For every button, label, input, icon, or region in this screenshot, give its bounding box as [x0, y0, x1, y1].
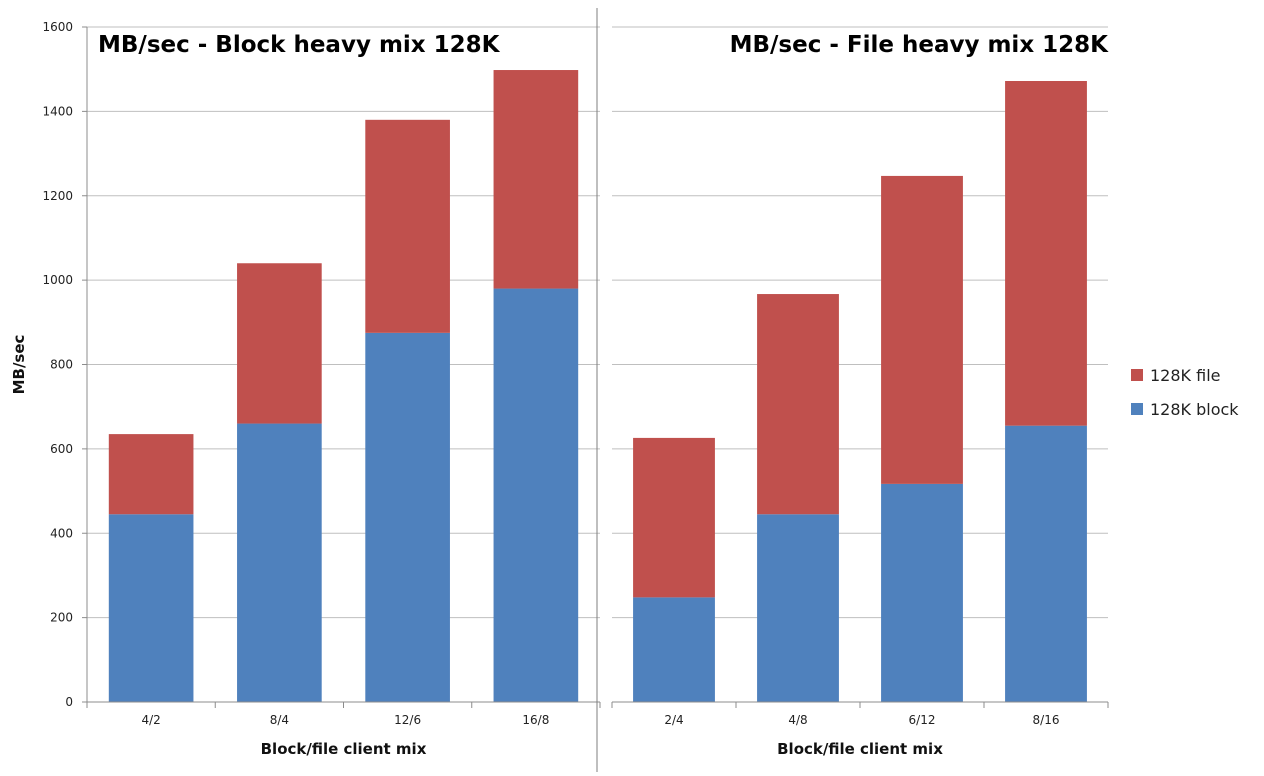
legend-swatch: [1131, 403, 1143, 415]
bar-128k-block-4-8: [757, 514, 839, 702]
bar-128k-block-8-16: [1005, 425, 1087, 702]
bar-128k-block-6-12: [881, 483, 963, 702]
chart-title: MB/sec - Block heavy mix 128K: [98, 32, 501, 58]
y-tick-label: 400: [50, 526, 73, 540]
bar-128k-file-8-16: [1005, 81, 1087, 426]
x-tick-label: 4/2: [141, 713, 160, 727]
x-tick-label: 8/16: [1033, 713, 1060, 727]
bar-128k-block-12-6: [365, 332, 450, 702]
bar-128k-file-4-2: [108, 434, 194, 515]
y-axis-label: MB/sec: [10, 335, 28, 395]
bar-128k-file-4-8: [757, 294, 839, 515]
y-tick-label: 0: [65, 695, 73, 709]
y-tick-label: 1400: [42, 104, 73, 118]
y-tick-label: 1200: [42, 189, 73, 203]
y-tick-label: 1600: [42, 20, 73, 34]
chart-panel-file-heavy: 2/4 4/8 6/12 8/16 MB/sec - File heavy mix 12…: [611, 26, 1110, 758]
x-axis-label: Block/file client mix: [261, 740, 427, 758]
legend-label: 128K block: [1150, 400, 1239, 419]
bar-128k-file-16-8: [493, 70, 579, 289]
y-tick-label: 200: [50, 611, 73, 625]
legend-label: 128K file: [1150, 366, 1220, 385]
legend: 128K file 128K block: [1131, 366, 1239, 419]
bar-128k-file-6-12: [881, 175, 963, 484]
x-tick-label: 12/6: [394, 713, 421, 727]
legend-swatch: [1131, 369, 1143, 381]
y-tick-label: 1000: [42, 273, 73, 287]
bar-128k-block-8-4: [237, 423, 322, 702]
bar-128k-file-2-4: [633, 437, 715, 598]
bar-128k-block-4-2: [108, 514, 194, 702]
bar-128k-block-16-8: [493, 288, 579, 702]
chart-title: MB/sec - File heavy mix 128K: [730, 32, 1110, 58]
bar-128k-file-12-6: [365, 119, 450, 333]
bar-128k-block-2-4: [633, 597, 715, 702]
bar-128k-file-8-4: [237, 263, 322, 424]
y-tick-label: 600: [50, 442, 73, 456]
y-tick-label: 800: [50, 358, 73, 372]
x-tick-label: 4/8: [788, 713, 807, 727]
x-tick-label: 2/4: [664, 713, 683, 727]
x-tick-label: 6/12: [909, 713, 936, 727]
chart-panel-block-heavy: 0 200 400 600 800 1000 1200 1400 1600 4/2 8/4 12/6 1…: [10, 20, 601, 758]
x-axis-label: Block/file client mix: [777, 740, 943, 758]
x-tick-label: 16/8: [522, 713, 549, 727]
x-tick-label: 8/4: [270, 713, 289, 727]
